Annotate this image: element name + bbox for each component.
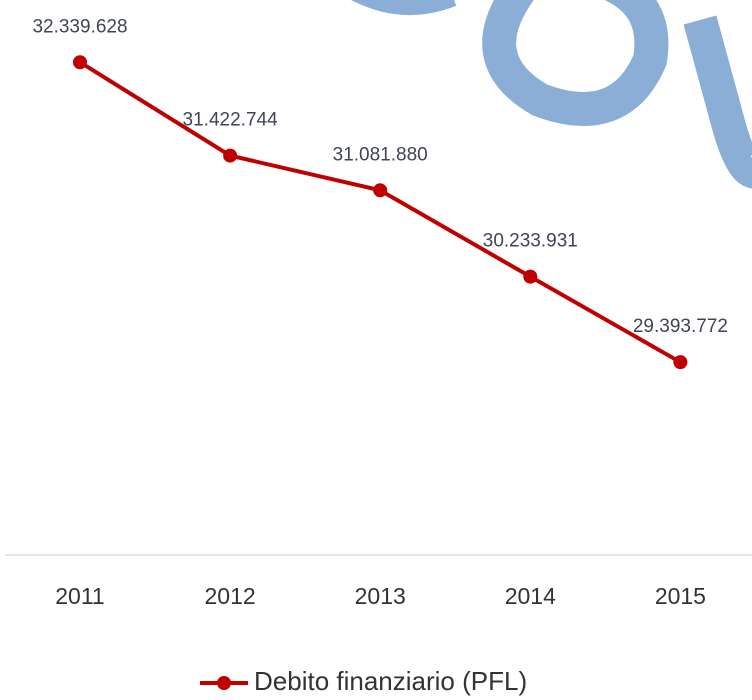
point (223, 148, 238, 163)
watermark-stroke (482, 0, 669, 126)
watermark (351, 0, 752, 189)
value-label: 30.233.931 (483, 231, 578, 252)
x-tick-label: 2014 (505, 583, 556, 609)
x-tick-label: 2011 (55, 583, 104, 609)
legend-marker (217, 676, 231, 690)
point (373, 183, 388, 198)
value-label: 31.422.744 (183, 110, 279, 131)
point (73, 55, 87, 70)
value-label: 32.339.628 (32, 16, 127, 37)
legend: Debito finanziario (PFL) (200, 666, 527, 696)
legend-label: Debito finanziario (PFL) (254, 666, 527, 696)
x-tick-label: 2013 (355, 583, 406, 609)
watermark-stroke (683, 15, 752, 189)
point (523, 269, 538, 284)
x-tick-label: 2012 (205, 583, 256, 609)
value-label: 31.081.880 (333, 144, 428, 165)
value-label: 29.393.772 (633, 316, 728, 337)
point (673, 355, 688, 370)
x-tick-label: 2015 (655, 583, 706, 609)
